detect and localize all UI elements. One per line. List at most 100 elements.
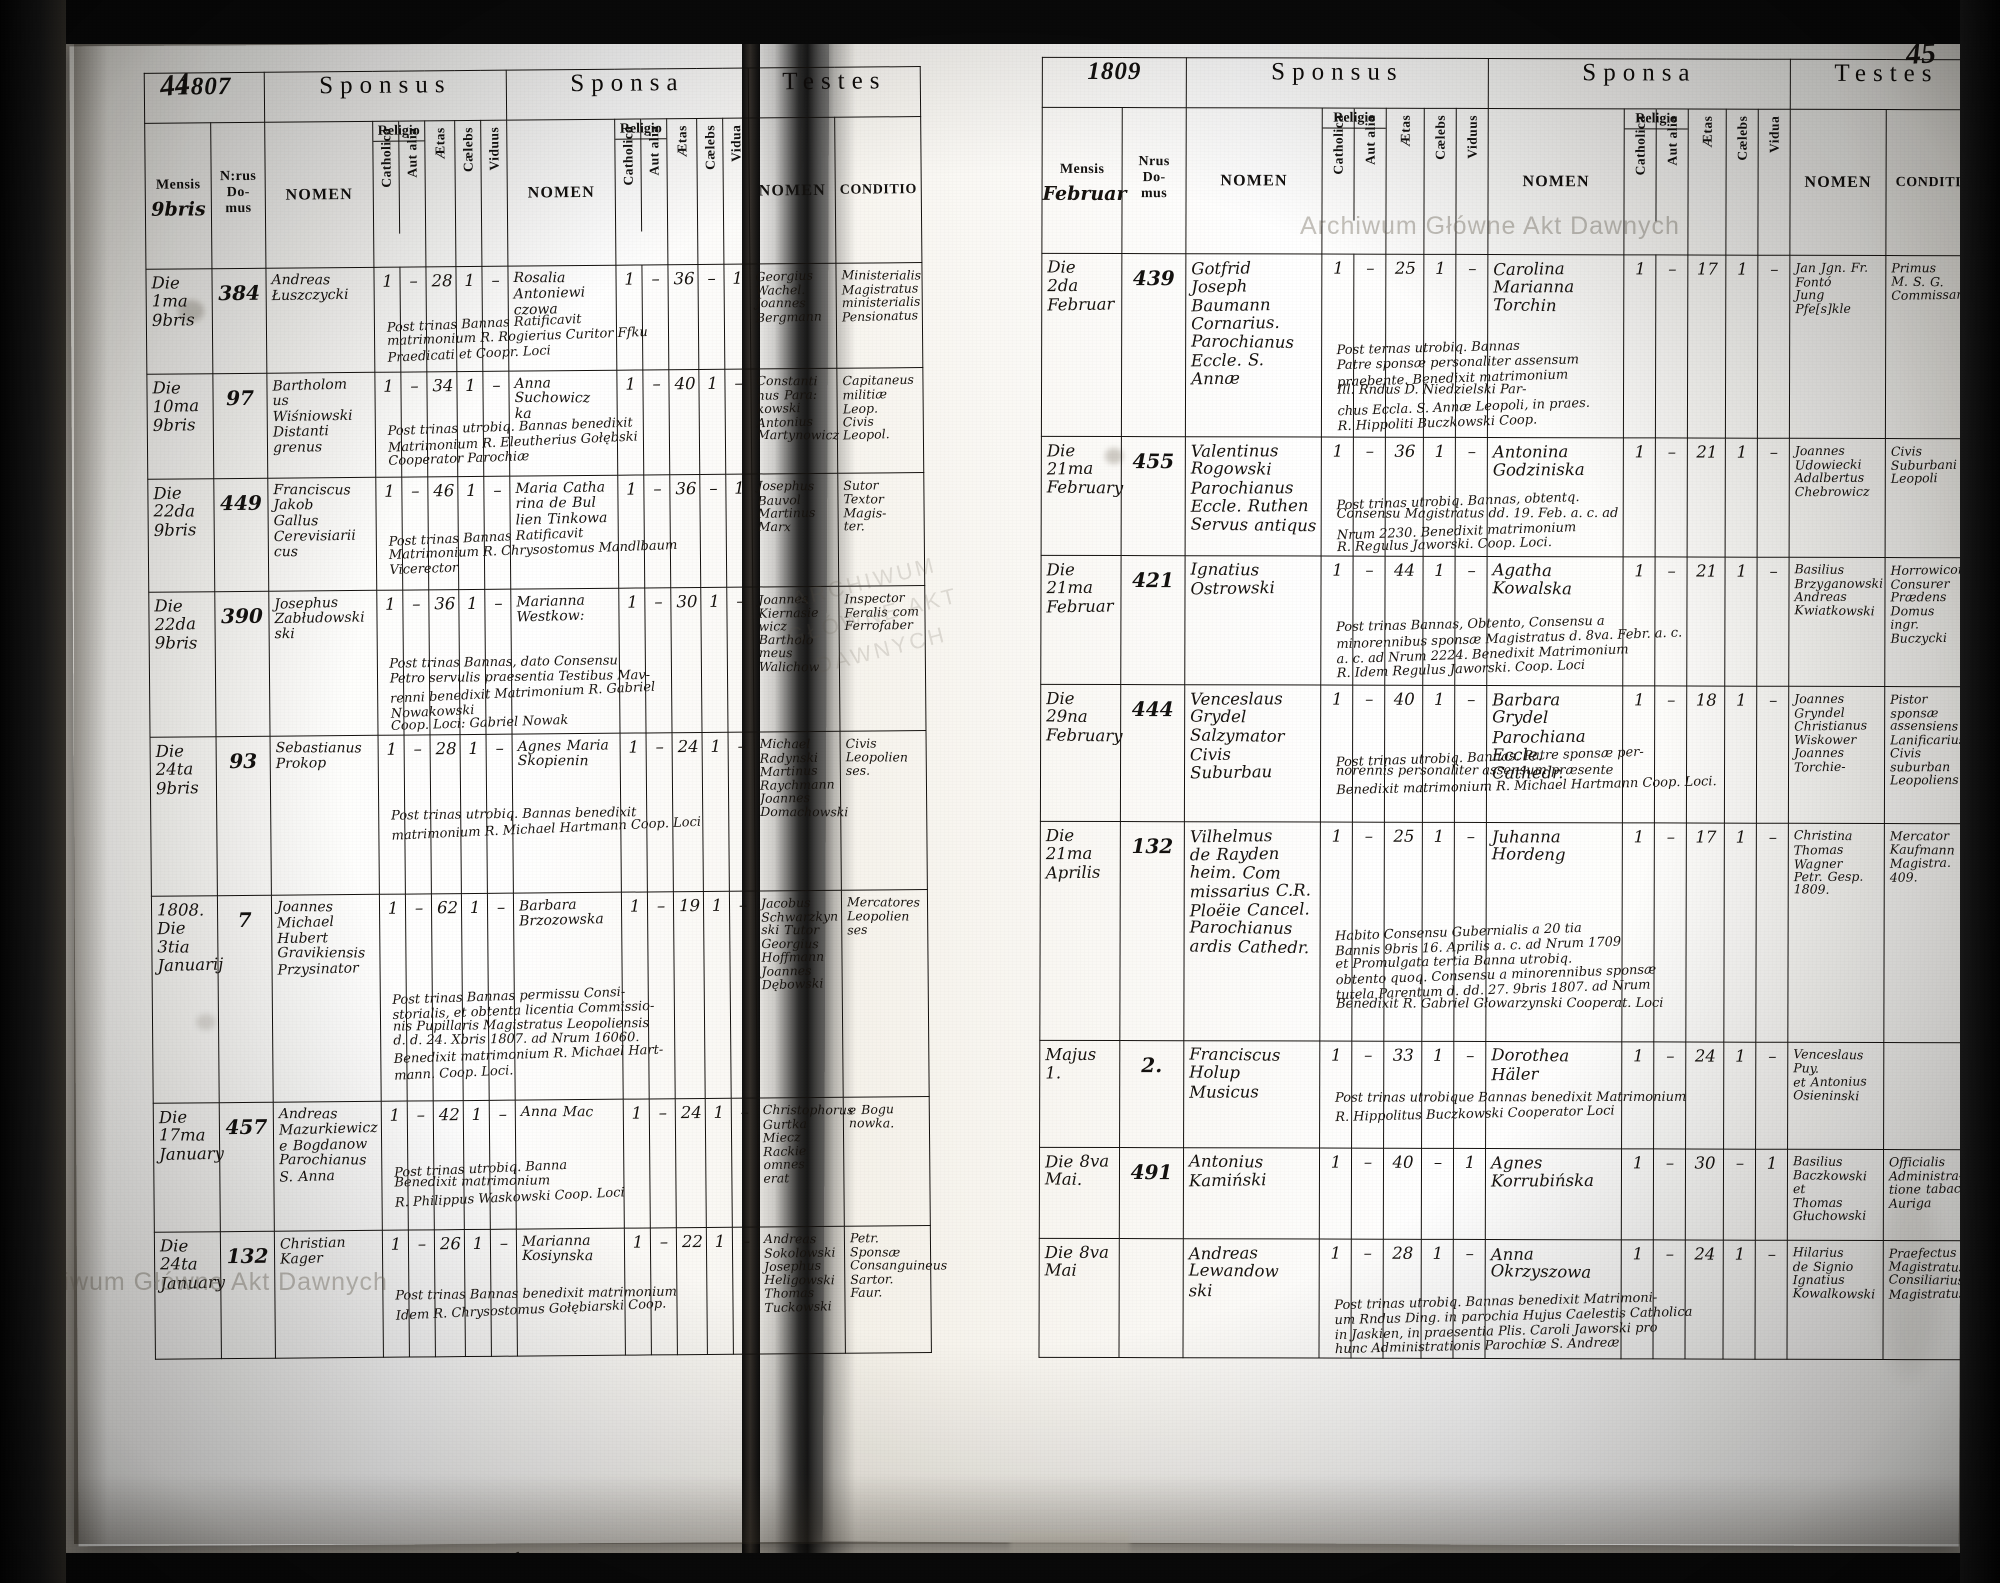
cell-testes-nomen: Jan Jgn. Fr. Fontó Jung Pfe[s]kle [1789,255,1885,438]
cell-sponsa-autalia: – [650,1228,677,1355]
cell-sponsa-name: Maria Catha rina de Bul lien Tinkowa [510,475,619,589]
entry-row[interactable]: Die 24ta January 132 Christian Kager Post trin… [154,1225,931,1359]
cell-sponsa-vidua: – [731,1098,758,1227]
cell-sponsus-viduus: – [1454,822,1487,1041]
cell-sponsus-name: Andreas Lewandow ski Post trinas utrobiq. B… [1183,1239,1319,1358]
header-nomen-sponsus-right: NOMEN [1186,108,1322,254]
group-band-row-right: 1809 Sponsus Sponsa Testes [1042,57,1982,109]
cell-sponsus-viduus: – [486,734,513,893]
header-aetas-sponsus-right: Ætas [1386,108,1424,254]
cell-sponsa-autalia: – [645,588,672,733]
cell-sponsus-name: Gotfrid Joseph Baumann Cornarius. Parochianu… [1185,254,1321,437]
cell-sponsus-caelebs: 1 [456,266,483,371]
cell-testes-nomen: Georgius Wachel. Joannes Bergmann [750,263,837,369]
cell-sponsa-autalia: – [1655,557,1687,686]
cell-sponsus-catholica: 1 [376,477,403,590]
cell-sponsus-autalia: – [408,1230,435,1357]
entry-row[interactable]: Die 21ma Februar 421 Ignatius Ostrowski Post t… [1041,555,1981,686]
entry-row[interactable]: Die 22da 9bris 449 Franciscus Jakob Gallus Cere… [148,473,925,593]
group-label-testes: Testes [749,67,920,96]
cell-sponsus-catholica: 1 [1320,1041,1352,1148]
header-autalia-sponsa: Aut alia [646,125,662,175]
cell-mensis: Die 21ma Aprilis [1040,821,1121,1040]
cell-sponsa-aetas: 21 [1687,438,1725,557]
cell-sponsus-catholica: 1 [1319,1239,1351,1358]
cell-sponsus-autalia: – [405,894,433,1101]
group-sponsa-right: Sponsa [1488,58,1790,109]
entry-row[interactable]: Die 21ma Aprilis 132 Vilhelmus de Rayden heim.… [1040,821,1981,1042]
cell-sponsa-catholica: 1 [1621,1149,1653,1240]
column-header-row-left: Mensis 9bris N:rus Do- mus NOMEN Religio… [145,117,922,270]
cell-sponsus-autalia: – [1353,556,1385,685]
cell-sponsa-vidua: – [1756,823,1789,1042]
cell-sponsa-aetas: 24 [675,1098,706,1227]
header-religio-sponsus-right: Religio Catholica Aut alia [1322,108,1386,254]
cell-sponsa-autalia: – [1654,823,1687,1042]
entry-row[interactable]: Die 8va Mai Andreas Lewandow ski Post trinas … [1039,1238,1979,1359]
cell-sponsa-vidua: – [732,1227,759,1354]
entry-row[interactable]: 1808. Die 3tia Januarij 7 Joannes Michael Huber… [151,890,929,1104]
cell-sponsa-autalia: – [1655,438,1687,557]
cell-mensis: Die 24ta January [154,1232,221,1360]
cell-sponsus-name: Venceslaus Grydel Salzymator Civis Suburbau… [1184,685,1320,822]
entry-row[interactable]: Die 1ma 9bris 384 Andreas Łuszczycki Post trin… [146,263,923,375]
cell-mensis: Majus 1. [1040,1040,1120,1147]
cell-sponsus-name: Franciscus Holup Musicus Post trinas utrobi… [1184,1041,1320,1148]
cell-sponsus-aetas: 36 [1385,437,1423,556]
cell-sponsus-aetas: 34 [427,372,458,477]
group-sponsus-left: Sponsus [264,70,506,122]
cell-sponsa-catholica: 1 [1622,686,1654,823]
entry-row[interactable]: Die 29na February 444 Venceslaus Grydel Salzym… [1040,684,1980,823]
cell-sponsa-vidua: – [1756,1042,1788,1149]
cell-domus: 132 [1120,822,1185,1041]
cell-domus: 439 [1121,254,1185,437]
cell-domus: 457 [219,1102,274,1231]
entry-row[interactable]: Die 17ma January 457 Andreas Mazurkiewicz e Bo… [153,1097,930,1233]
cell-sponsus-viduus: – [1454,1041,1486,1148]
cell-sponsus-name: Bartholom us Wiśniowski Distanti grenus Post … [267,372,376,478]
header-catholica-sponsus: Catholica [378,128,395,188]
scan-viewport: 44 1807 Sponsus Sponsa [0,0,2000,1583]
cell-mensis: Die 22da 9bris [149,592,216,738]
entry-row[interactable]: Die 24ta 9bris 93 Sebastianus Prokop Post trin… [150,731,927,897]
entry-row[interactable]: Die 8va Mai. 491 Antonius Kamiński 1–40–1 Agne… [1039,1147,1979,1240]
cell-mensis: Die 24ta 9bris [150,737,217,897]
entry-row[interactable]: Die 10ma 9bris 97 Bartholom us Wiśniowski Dista… [147,368,924,480]
cell-sponsa-aetas: 30 [671,587,702,732]
cell-sponsus-aetas: 25 [1384,822,1423,1041]
cell-sponsa-vidua: 1 [1755,1149,1787,1240]
cell-mensis: Die 29na February [1040,684,1120,821]
header-nomen-sponsa-right: NOMEN [1488,108,1624,254]
entry-row[interactable]: Die 21ma February 455 Valentinus Rogowski Paro… [1041,436,1981,557]
cell-sponsus-catholica: 1 [1321,556,1353,685]
header-aetas-sponsus-left: Ætas [425,121,456,267]
right-page: 45 1809 Sponsus Sponsa [1038,57,1942,1509]
cell-sponsus-autalia: – [403,590,430,735]
cell-sponsa-name: Anna Suchowicz ka [509,370,618,476]
cell-testes-nomen: Christophorus Gurtka Miecz Rackie omnes era… [757,1097,844,1227]
cell-testes-nomen: Joannes Kiernasie wicz Bartholo meus Walicho… [753,586,840,732]
cell-sponsus-caelebs: 1 [457,371,484,476]
cell-sponsus-name: Ignatius Ostrowski Post trinas Bannas, Obt… [1185,556,1321,685]
cell-sponsus-caelebs: 1 [1422,822,1455,1041]
cell-sponsa-caelebs: – [698,264,725,369]
header-nomen-testes-right: NOMEN [1790,109,1886,255]
header-religio-sponsa-right: Religio Catholica Aut alia [1624,109,1688,255]
entry-row[interactable]: Majus 1. 2. Franciscus Holup Musicus Post trin… [1040,1040,1980,1149]
cell-sponsus-caelebs: 1 [1421,1239,1453,1358]
cell-sponsus-caelebs: – [1421,1148,1453,1239]
cell-mensis: Die 21ma February [1041,436,1121,555]
entry-row[interactable]: Die 2da Februar 439 Gotfrid Joseph Baumann Corn… [1041,253,1982,438]
header-aetas-sponsa-left: Ætas [667,118,698,264]
cell-sponsa-aetas: 21 [1687,557,1725,686]
cell-sponsus-name: Andreas Mazurkiewicz e Bogdanow Parochianus… [273,1101,382,1231]
header-mensis-right: Mensis Februar [1042,107,1122,253]
cell-sponsa-caelebs: 1 [706,1227,733,1354]
cell-domus: 444 [1120,685,1184,822]
cell-sponsus-aetas: 40 [1383,1148,1421,1239]
cell-sponsa-caelebs: 1 [703,891,731,1098]
entry-row[interactable]: Die 22da 9bris 390 Josephus Zabłudowski ski Pos… [149,586,926,738]
mensis-value-left: 9bris [146,199,211,221]
cell-sponsa-aetas: 22 [676,1227,707,1354]
header-autalia-sponsus: Aut alia [404,127,420,177]
